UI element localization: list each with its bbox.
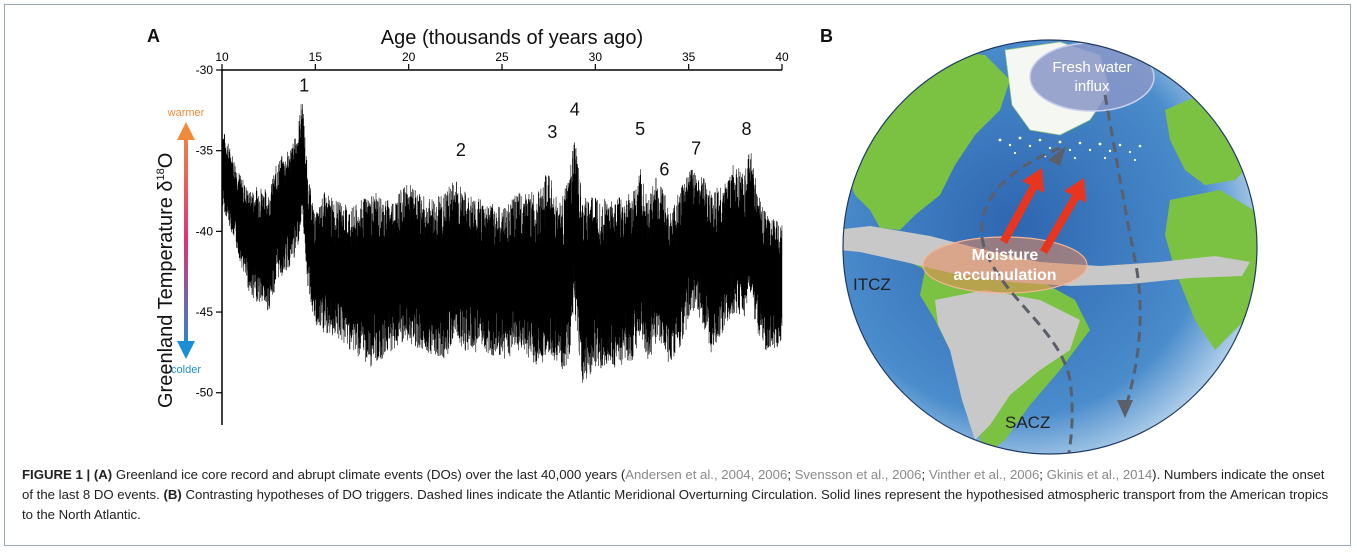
x-tick-label: 20 [402, 50, 416, 64]
fresh-water-label-line2: influx [1074, 78, 1110, 95]
fresh-water-influx-zone [1029, 42, 1155, 112]
sacz-label: SACZ [1005, 413, 1050, 432]
y-tick-label: -40 [196, 224, 214, 238]
x-tick-label: 10 [215, 50, 229, 64]
atmospheric-transport-arrows [1000, 168, 1086, 254]
warmer-label: warmer [167, 107, 205, 119]
x-tick-label: 15 [309, 50, 323, 64]
warmer-arrowhead [177, 122, 195, 140]
amoc-dashed-line-east [1103, 94, 1142, 411]
x-axis-title: Age (thousands of years ago) [381, 27, 643, 49]
do-event-label: 2 [456, 140, 466, 160]
sea-ice-dots [998, 136, 1142, 162]
do-event-label: 1 [299, 75, 309, 95]
temperature-gradient-bar [184, 128, 188, 353]
caption-ref-andersen[interactable]: Andersen et al., 2004, 2006 [625, 467, 788, 482]
amoc-arrowhead-north [1048, 146, 1066, 166]
do-event-label: 8 [742, 119, 752, 139]
y-axis-title: Greenland Temperature δ18O [155, 153, 177, 408]
itcz-band [843, 226, 1250, 286]
caption-figure-label: FIGURE 1 | [22, 467, 94, 482]
globe-outline [842, 39, 1258, 455]
moisture-label-line1: Moisture [972, 247, 1039, 264]
ice-core-series-trace [221, 104, 783, 383]
caption-sep2: ; [921, 467, 929, 482]
caption-part2: ). Numbers indicate the onset of the las… [22, 467, 1325, 502]
panel-label-b: B [820, 26, 833, 46]
y-tick-label: -35 [196, 144, 214, 158]
x-tick-label: 30 [589, 50, 603, 64]
figure-frame [4, 4, 1351, 546]
caption-sep3: ; [1039, 467, 1047, 482]
y-tick-label: -30 [196, 63, 214, 77]
y-tick-label: -45 [196, 305, 214, 319]
sacz-band [935, 290, 1080, 440]
do-event-label: 6 [659, 159, 669, 179]
do-event-label: 7 [691, 138, 701, 158]
y-tick-label: -50 [196, 386, 214, 400]
do-event-label: 4 [570, 100, 580, 120]
atlantic-globe-map: Fresh water influx Moisture accumulation… [842, 39, 1258, 455]
amoc-dashed-line-west [980, 146, 1074, 454]
fresh-water-label-line1: Fresh water [1052, 59, 1131, 76]
itcz-label: ITCZ [853, 275, 891, 294]
caption-a-tag: (A) [93, 467, 113, 482]
do-event-label: 5 [635, 119, 645, 139]
caption-b-tag: (B) [163, 487, 182, 502]
caption-sep1: ; [787, 467, 795, 482]
amoc-arrowhead-south [1117, 400, 1133, 418]
caption-ref-gkinis[interactable]: Gkinis et al., 2014 [1046, 467, 1153, 482]
colder-arrowhead [177, 341, 195, 359]
x-tick-label: 40 [775, 50, 789, 64]
caption-ref-vinther[interactable]: Vinther et al., 2006 [928, 467, 1040, 482]
caption-part1: Greenland ice core record and abrupt cli… [112, 467, 626, 482]
moisture-label-line2: accumulation [953, 267, 1056, 284]
panel-label-a: A [147, 26, 160, 46]
figure-caption: FIGURE 1 | (A) Greenland ice core record… [22, 465, 1337, 525]
x-tick-label: 25 [495, 50, 509, 64]
do-event-label: 3 [547, 122, 557, 142]
caption-ref-svensson[interactable]: Svensson et al., 2006 [794, 467, 922, 482]
x-tick-label: 35 [682, 50, 696, 64]
caption-part3: Contrasting hypotheses of DO triggers. D… [22, 487, 1329, 522]
colder-label: colder [171, 364, 201, 376]
